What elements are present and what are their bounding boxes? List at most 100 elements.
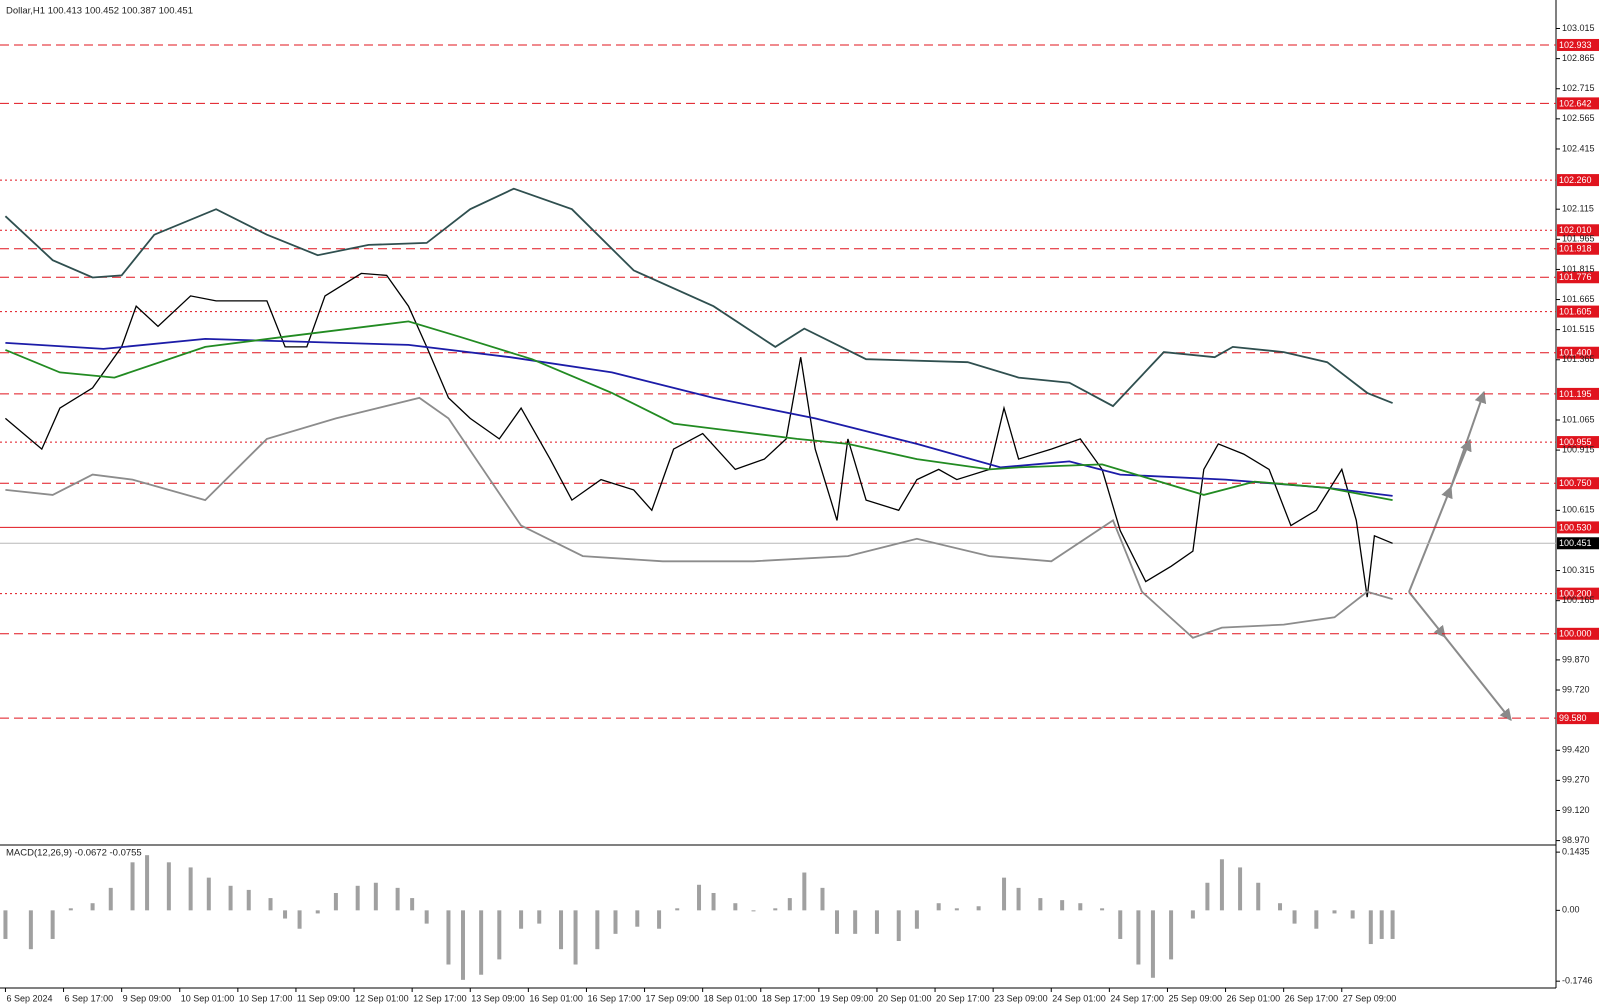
macd-bar xyxy=(315,910,320,914)
y-tick-label: 99.120 xyxy=(1562,805,1590,815)
macd-bar xyxy=(1238,867,1243,911)
macd-bar xyxy=(733,903,738,911)
level-label-bg xyxy=(1557,346,1599,359)
x-tick-label: 16 Sep 01:00 xyxy=(529,993,583,1003)
x-tick-label: 13 Sep 09:00 xyxy=(471,993,525,1003)
macd-bar xyxy=(573,910,578,965)
macd-bar xyxy=(50,910,55,939)
macd-bar xyxy=(559,910,564,950)
y-tick-label: 100.615 xyxy=(1562,505,1595,515)
macd-bar xyxy=(1292,910,1297,924)
y-tick-label: 102.415 xyxy=(1562,143,1595,153)
macd-bar xyxy=(874,910,879,934)
macd-bar xyxy=(675,908,680,911)
x-tick-label: 18 Sep 17:00 xyxy=(762,993,816,1003)
x-tick-label: 12 Sep 17:00 xyxy=(413,993,467,1003)
x-tick-label: 24 Sep 01:00 xyxy=(1052,993,1106,1003)
level-label-bg xyxy=(1557,521,1599,534)
level-label-bg xyxy=(1557,242,1599,255)
arrow xyxy=(1408,485,1453,593)
macd-bar xyxy=(1150,910,1155,978)
x-tick-label: 11 Sep 09:00 xyxy=(297,993,350,1003)
level-label: 101.605 xyxy=(1559,306,1592,316)
level-label-bg xyxy=(1557,97,1599,110)
x-tick-label: 23 Sep 09:00 xyxy=(994,993,1048,1003)
x-tick-label: 18 Sep 01:00 xyxy=(704,993,758,1003)
macd-bar xyxy=(1136,910,1141,965)
macd-bar xyxy=(1332,910,1337,914)
macd-bar xyxy=(410,898,415,911)
level-label-bg xyxy=(1557,387,1599,400)
level-label: 101.776 xyxy=(1559,272,1592,282)
y-tick-label: 101.815 xyxy=(1562,264,1595,274)
macd-bar xyxy=(613,910,618,934)
x-tick-label: 26 Sep 01:00 xyxy=(1227,993,1281,1003)
macd-bar xyxy=(711,892,716,911)
level-label: 100.200 xyxy=(1559,589,1592,599)
arrow xyxy=(1450,390,1487,488)
level-label: 100.955 xyxy=(1559,437,1592,447)
macd-bar xyxy=(3,910,8,939)
level-label: 101.400 xyxy=(1559,348,1592,358)
macd-bar xyxy=(28,910,33,950)
macd-bar xyxy=(145,855,150,911)
arrow xyxy=(1444,636,1512,721)
macd-bar xyxy=(1350,910,1355,919)
macd-bar xyxy=(773,908,778,911)
level-label-bg xyxy=(1557,38,1599,51)
y-tick-label: 102.715 xyxy=(1562,83,1595,93)
macd-bar xyxy=(853,910,858,934)
macd-bar xyxy=(1100,908,1105,911)
macd-bar xyxy=(802,872,807,911)
y-tick-label: 100.315 xyxy=(1562,565,1595,575)
macd-bar xyxy=(479,910,484,975)
level-label-bg xyxy=(1557,174,1599,187)
macd-bar xyxy=(446,910,451,965)
x-tick-label: 6 Sep 17:00 xyxy=(65,993,114,1003)
current-price-label: 100.451 xyxy=(1559,538,1592,548)
macd-bar xyxy=(395,887,400,911)
x-tick-label: 10 Sep 01:00 xyxy=(181,993,235,1003)
x-tick-label: 25 Sep 09:00 xyxy=(1168,993,1222,1003)
macd-bar xyxy=(1060,900,1065,911)
y-tick-label: 0.00 xyxy=(1562,905,1580,915)
macd-bar xyxy=(246,889,251,911)
x-tick-label: 19 Sep 09:00 xyxy=(820,993,874,1003)
macd-bar xyxy=(90,903,95,911)
level-label: 102.010 xyxy=(1559,225,1592,235)
macd-bar xyxy=(1256,882,1261,911)
level-label: 102.933 xyxy=(1559,40,1592,50)
y-tick-label: 101.515 xyxy=(1562,324,1595,334)
level-label: 100.530 xyxy=(1559,522,1592,532)
x-tick-label: 6 Sep 2024 xyxy=(6,993,52,1003)
y-tick-label: 100.915 xyxy=(1562,444,1595,454)
macd-bar xyxy=(268,898,273,911)
macd-bar xyxy=(537,910,542,924)
indicator-line xyxy=(4,187,1393,408)
macd-bar xyxy=(1169,910,1174,960)
macd-bar xyxy=(1002,877,1007,911)
level-label: 102.260 xyxy=(1559,175,1592,185)
y-tick-label: 100.165 xyxy=(1562,595,1595,605)
level-label: 101.918 xyxy=(1559,244,1592,254)
macd-bar xyxy=(787,898,792,911)
macd-bar xyxy=(657,910,662,929)
indicator-line xyxy=(5,396,1393,639)
macd-bar xyxy=(914,910,919,929)
y-tick-label: 99.420 xyxy=(1562,745,1590,755)
x-tick-label: 24 Sep 17:00 xyxy=(1110,993,1164,1003)
y-tick-label: 98.970 xyxy=(1562,835,1590,845)
level-label: 100.750 xyxy=(1559,478,1592,488)
macd-bar xyxy=(355,885,360,911)
level-label-bg xyxy=(1557,271,1599,284)
current-price-bg xyxy=(1557,537,1599,550)
price-line xyxy=(4,272,1393,598)
macd-bar xyxy=(497,910,502,960)
y-tick-label: 103.015 xyxy=(1562,23,1595,33)
x-tick-label: 17 Sep 09:00 xyxy=(646,993,700,1003)
macd-bar xyxy=(1368,910,1373,945)
x-tick-label: 26 Sep 17:00 xyxy=(1285,993,1339,1003)
y-tick-label: 101.365 xyxy=(1562,354,1595,364)
